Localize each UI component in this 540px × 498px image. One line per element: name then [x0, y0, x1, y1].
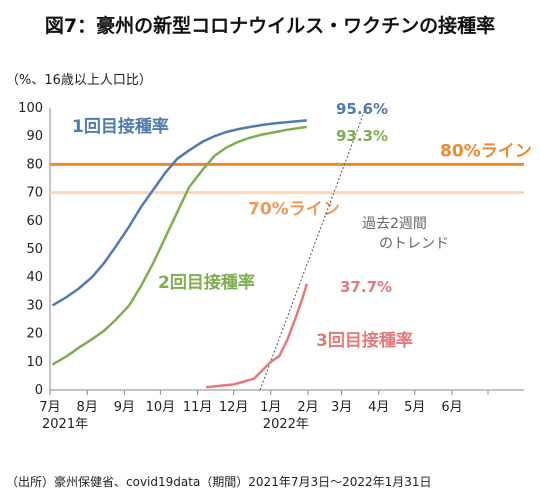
series-line-second-dose [51, 125, 307, 366]
end-value-label-second-dose: 93.3% [336, 127, 388, 145]
series-line-first-dose [51, 119, 307, 307]
source-note: （出所）豪州保健省、covid19data（期間）2021年7月3日～2022年… [6, 474, 432, 489]
y-tick-label: 80 [26, 157, 43, 172]
y-tick-label: 60 [26, 214, 43, 229]
trend-label: 過去2週間 [362, 216, 427, 232]
series-label-first-dose: 1回目接種率 [72, 116, 169, 137]
series-label-second-dose: 2回目接種率 [158, 272, 255, 293]
x-tick-label: 5月 [404, 400, 425, 415]
end-value-label-first-dose: 95.6% [336, 100, 388, 118]
x-tick-label: 9月 [114, 400, 135, 415]
y-tick-label: 90 [26, 129, 43, 144]
x-tick-label: 11月 [183, 400, 213, 415]
y-tick-label: 0 [35, 383, 43, 398]
chart-title: 図7：豪州の新型コロナウイルス・ワクチンの接種率 [45, 14, 495, 37]
series-label-third-dose: 3回目接種率 [316, 330, 413, 351]
plot-area: 0 10 20 30 40 50 60 70 80 90 100 7月 8月 9月 10月 11月 12月 1月 2… [18, 100, 532, 432]
y-tick-label: 100 [18, 101, 43, 116]
y-axis-label: （%、16歳以上人口比） [6, 73, 152, 88]
x-tick-label: 12月 [219, 400, 249, 415]
x-year-label: 2022年 [263, 417, 309, 432]
trend-label: のトレンド [379, 236, 449, 252]
series-line-third-dose [205, 283, 308, 389]
y-tick-label: 50 [26, 242, 43, 257]
x-tick-label: 4月 [368, 400, 389, 415]
y-tick-label: 20 [26, 327, 43, 342]
x-tick-label: 2月 [297, 400, 318, 415]
y-tick-label: 40 [26, 270, 43, 285]
x-tick-label: 1月 [260, 400, 281, 415]
y-tick-label: 70 [26, 186, 43, 201]
reference-line-label: 70%ライン [248, 200, 340, 220]
end-value-label-third-dose: 37.7% [340, 278, 392, 296]
x-tick-label: 8月 [77, 400, 98, 415]
reference-line-label: 80%ライン [440, 141, 532, 161]
x-tick-label: 10月 [146, 400, 176, 415]
x-year-label: 2021年 [42, 417, 88, 432]
x-tick-label: 3月 [331, 400, 352, 415]
y-tick-label: 30 [26, 298, 43, 313]
y-tick-label: 10 [26, 355, 43, 370]
x-tick-label: 6月 [441, 400, 462, 415]
x-tick-label: 7月 [39, 400, 60, 415]
